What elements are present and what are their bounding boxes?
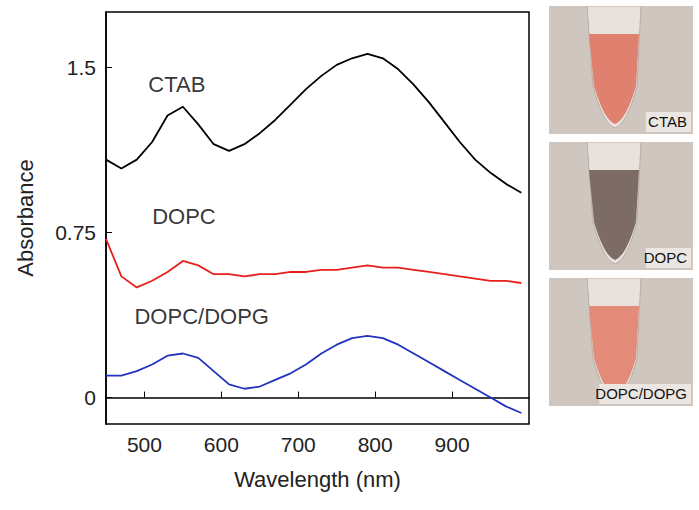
svg-text:0.75: 0.75: [55, 221, 96, 244]
svg-text:900: 900: [435, 433, 470, 456]
svg-text:1.5: 1.5: [67, 56, 96, 79]
svg-text:0: 0: [84, 386, 96, 409]
svg-text:Absorbance: Absorbance: [13, 159, 38, 276]
svg-text:600: 600: [204, 433, 239, 456]
svg-text:DOPC/DOPG: DOPC/DOPG: [595, 385, 687, 402]
svg-text:500: 500: [127, 433, 162, 456]
svg-text:DOPC/DOPG: DOPC/DOPG: [134, 304, 268, 329]
svg-text:700: 700: [281, 433, 316, 456]
svg-text:800: 800: [358, 433, 393, 456]
svg-text:CTAB: CTAB: [648, 113, 687, 130]
svg-text:CTAB: CTAB: [148, 72, 205, 97]
svg-text:Wavelength (nm): Wavelength (nm): [234, 467, 401, 492]
svg-text:DOPC: DOPC: [152, 204, 216, 229]
svg-text:DOPC: DOPC: [644, 249, 688, 266]
